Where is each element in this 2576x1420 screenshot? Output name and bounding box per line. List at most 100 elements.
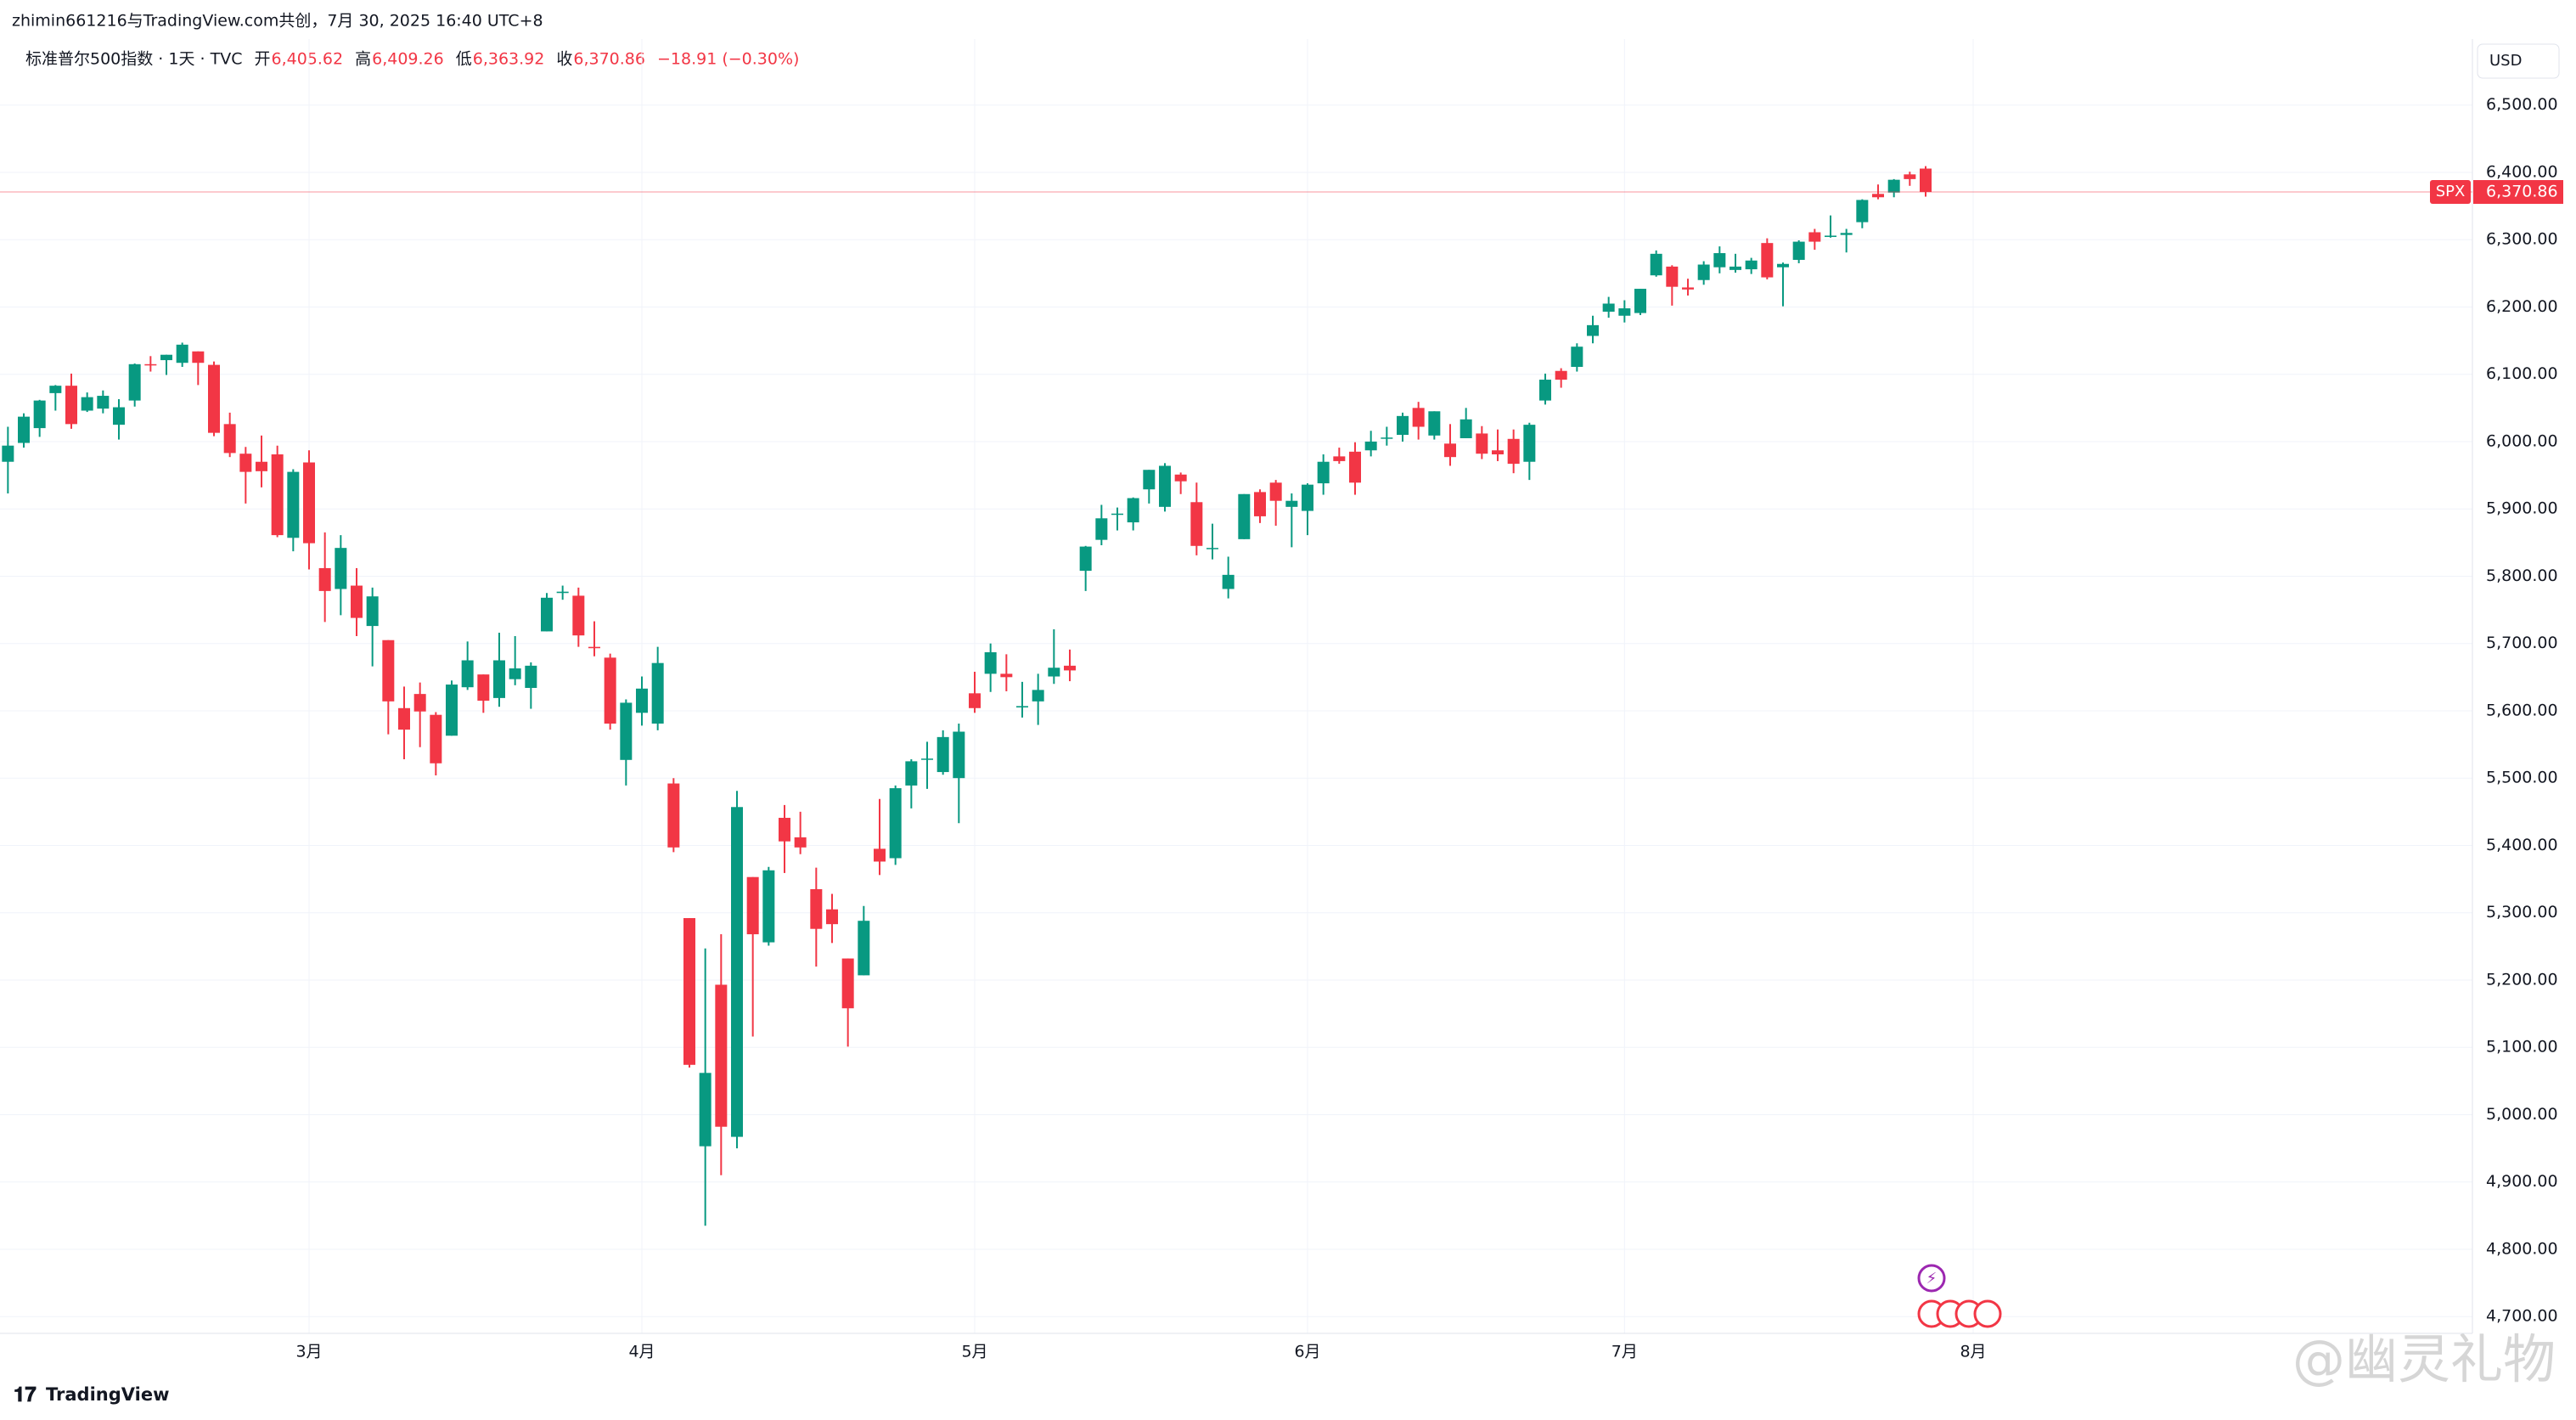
candle-body <box>1428 411 1441 436</box>
candle-body <box>969 693 981 708</box>
candle-body <box>1634 289 1646 313</box>
currency-box[interactable] <box>2477 43 2560 79</box>
y-tick-label: 4,700.00 <box>2486 1307 2558 1326</box>
candle-body <box>351 585 363 618</box>
candle-body <box>826 909 838 925</box>
candle-body <box>1904 174 1916 179</box>
y-tick-label: 4,900.00 <box>2486 1172 2558 1191</box>
candle-body <box>1555 370 1567 380</box>
candle-body <box>715 984 728 1127</box>
candle-body <box>1412 408 1425 427</box>
candle-body <box>746 876 759 935</box>
candle-body <box>779 817 790 842</box>
candle-body <box>1920 168 1932 193</box>
candles <box>2 166 1932 1226</box>
candle-body <box>1492 450 1504 455</box>
candle-body <box>953 731 965 779</box>
candle-body <box>208 364 220 433</box>
candle-body <box>1127 498 1139 523</box>
candle-body <box>1730 266 1741 270</box>
y-tick-label: 6,300.00 <box>2486 230 2558 249</box>
candle-body <box>256 461 267 471</box>
y-tick-label: 5,600.00 <box>2486 701 2558 719</box>
y-tick-label: 5,100.00 <box>2486 1038 2558 1057</box>
event-flags[interactable] <box>1917 1299 2002 1328</box>
candle-body <box>1887 179 1900 193</box>
candle-body <box>18 416 30 443</box>
flag-icon[interactable] <box>1973 1299 2002 1328</box>
candle-body <box>731 807 743 1137</box>
x-tick-label: 5月 <box>961 1343 987 1361</box>
candle-body <box>160 354 172 361</box>
candle-body <box>1825 235 1836 238</box>
candle-body <box>1460 419 1472 438</box>
y-tick-label: 5,500.00 <box>2486 769 2558 787</box>
candle-body <box>1745 260 1758 270</box>
x-tick-label: 6月 <box>1294 1343 1320 1361</box>
symbol-tag-text: SPX <box>2436 183 2466 200</box>
symbol-tag <box>2430 180 2471 205</box>
candle-body <box>1032 690 1044 702</box>
price-tag <box>2473 180 2563 205</box>
x-tick-label: 7月 <box>1611 1343 1638 1361</box>
candle-body <box>1143 470 1156 490</box>
candle-body <box>1697 264 1710 280</box>
candle-body <box>335 548 347 589</box>
legend-text: 高 <box>355 50 371 69</box>
candle-body <box>2 445 14 462</box>
candle-body <box>413 694 426 712</box>
candle-body <box>1000 673 1013 678</box>
candle-body <box>446 685 458 736</box>
candle-body <box>1174 474 1187 482</box>
candle-body <box>588 646 600 649</box>
x-tick-label: 3月 <box>295 1343 322 1361</box>
currency: USD <box>2489 52 2522 70</box>
candle-body <box>667 783 680 848</box>
candle-body <box>1349 451 1361 483</box>
y-tick-label: 5,000.00 <box>2486 1105 2558 1124</box>
candle-body <box>461 660 474 688</box>
candle-body <box>810 888 823 929</box>
candle-body <box>81 397 93 411</box>
candle-body <box>1840 233 1853 235</box>
y-tick-label: 6,200.00 <box>2486 297 2558 316</box>
event-icon-glyph: ⚡ <box>1926 1270 1938 1288</box>
candle-body <box>144 363 157 366</box>
event-icon[interactable] <box>1917 1264 1946 1293</box>
candle-body <box>1095 518 1108 540</box>
candle-body <box>1381 437 1393 439</box>
y-tick-label: 5,900.00 <box>2486 499 2558 518</box>
candle-body <box>889 788 902 859</box>
candle-body <box>398 707 410 730</box>
y-tick-label: 6,400.00 <box>2486 162 2558 181</box>
brand-logo: 𝟏𝟕 <box>14 1383 37 1406</box>
candle-body <box>1238 493 1251 539</box>
legend-text: 6,405.62 <box>271 50 343 69</box>
y-tick-label: 5,200.00 <box>2486 970 2558 989</box>
legend-text: 6,409.26 <box>372 50 444 69</box>
candle-body <box>1523 425 1536 462</box>
candle-body <box>1269 482 1282 501</box>
candle-body <box>1571 347 1583 367</box>
candle-body <box>620 702 633 760</box>
candle-body <box>1618 308 1631 316</box>
x-tick-label: 8月 <box>1960 1343 1986 1361</box>
y-tick-label: 5,700.00 <box>2486 634 2558 652</box>
ohlc-legend: 标准普尔500指数 · 1天 · TVC 开 6,405.62 高 6,409.26 低 6… <box>25 50 799 69</box>
candle-body <box>1333 456 1346 461</box>
candle-body <box>1856 200 1869 223</box>
candle-body <box>1713 253 1726 268</box>
candle-body <box>525 665 537 688</box>
candle-body <box>1587 324 1599 336</box>
candle-body <box>430 714 442 764</box>
candle-body <box>97 396 110 409</box>
candle-body <box>1444 443 1456 458</box>
candle-body <box>1190 502 1203 546</box>
candle-body <box>1602 303 1615 312</box>
candle-body <box>572 595 585 636</box>
candle-body <box>841 958 854 1009</box>
attribution: zhimin661216与TradingView.com共创，7月 30, 20… <box>12 12 543 31</box>
candle-body <box>1397 415 1409 436</box>
candle-body <box>1792 241 1805 260</box>
